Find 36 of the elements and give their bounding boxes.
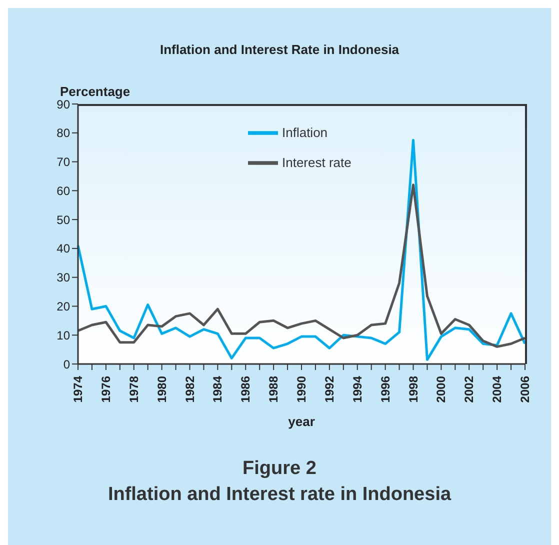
y-tick-label: 80 bbox=[56, 126, 70, 140]
x-tick-label: 1996 bbox=[378, 376, 392, 403]
y-tick-label: 60 bbox=[56, 184, 70, 198]
y-tick-label: 50 bbox=[56, 212, 70, 227]
x-axis-title: year bbox=[287, 414, 316, 429]
x-tick-label: 1974 bbox=[71, 376, 85, 403]
x-tick-label: 1978 bbox=[126, 376, 141, 403]
x-tick-label: 2002 bbox=[462, 376, 476, 403]
text: Inflation and Interest rate in Indonesia bbox=[106, 484, 452, 506]
x-tick-label: 1986 bbox=[238, 376, 253, 403]
y-tick-label: 40 bbox=[56, 242, 70, 256]
x-tick-label: 1976 bbox=[98, 376, 113, 403]
line-series bbox=[76, 138, 526, 361]
x-tick-label: 2006 bbox=[518, 376, 532, 403]
legend-label: Interest rate bbox=[282, 155, 352, 170]
x-tick-label: 1994 bbox=[350, 376, 364, 403]
y-tick-label: 30 bbox=[56, 270, 70, 285]
x-tick-label: 1980 bbox=[154, 376, 169, 403]
x-tick-label: 1984 bbox=[210, 376, 225, 403]
chart-title: Inflation and Interest Rate in Indonesia bbox=[158, 42, 400, 57]
line-series bbox=[76, 184, 526, 348]
x-tick-label: 1990 bbox=[294, 376, 308, 403]
y-tick-label: 0 bbox=[63, 357, 70, 372]
legend-label: Inflation bbox=[282, 125, 328, 140]
y-axis-title: Percentage bbox=[60, 84, 130, 99]
caption: Figure 2 bbox=[242, 458, 318, 480]
y-tick-label: 10 bbox=[56, 328, 70, 342]
x-tick-label: 1982 bbox=[182, 376, 197, 403]
y-tick-label: 20 bbox=[56, 299, 70, 314]
x-tick-label: 1992 bbox=[322, 376, 336, 403]
x-tick-label: 2000 bbox=[434, 376, 448, 403]
y-tick-label: 70 bbox=[56, 155, 70, 170]
y-tick-label: 90 bbox=[56, 97, 70, 112]
x-tick-label: 2004 bbox=[490, 376, 504, 403]
x-tick-label: 1988 bbox=[266, 376, 281, 403]
x-tick-label: 1998 bbox=[406, 376, 420, 403]
